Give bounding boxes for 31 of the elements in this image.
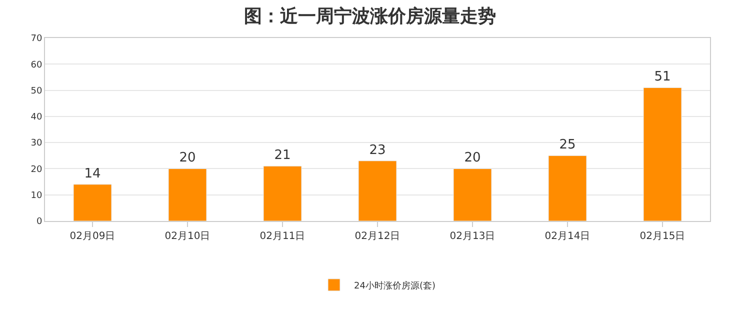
bar [73,184,112,221]
y-tick-label: 70 [30,34,42,44]
bar [168,168,207,221]
bar [263,166,302,221]
x-tick-label: 02月13日 [450,231,496,242]
y-tick-label: 30 [30,138,42,149]
data-label: 25 [559,138,576,153]
y-tick-label: 60 [30,60,42,70]
y-tick-label: 0 [36,217,42,228]
x-tick-label: 02月11日 [260,231,306,242]
data-label: 51 [654,70,671,85]
y-tick-label: 20 [30,164,42,175]
x-tick-label: 02月12日 [354,231,400,242]
x-tick-label: 02月15日 [640,231,686,242]
y-tick-label: 50 [30,86,42,96]
x-tick-label: 02月14日 [544,231,590,242]
bar [358,160,397,221]
chart-title: 图：近一周宁波涨价房源量走势 [244,6,496,27]
data-label: 14 [84,166,101,182]
legend-label: 24小时涨价房源(套) [354,280,436,292]
x-tick-label: 02月10日 [164,231,210,242]
y-tick-label: 10 [30,191,42,202]
data-label: 20 [179,150,196,166]
bar [643,87,682,221]
bar [453,168,492,221]
data-label: 20 [464,150,481,166]
data-label: 21 [274,148,291,164]
y-tick-label: 40 [30,112,42,123]
data-label: 23 [369,142,386,158]
bar [548,155,587,221]
x-tick-label: 02月09日 [70,231,116,242]
